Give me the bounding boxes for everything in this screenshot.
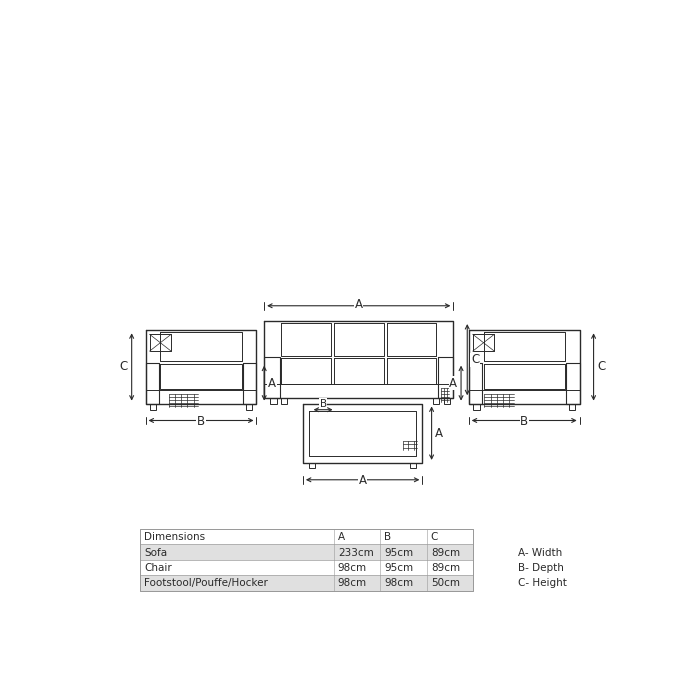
Bar (150, 403, 157, 410)
Text: A: A (435, 427, 443, 440)
Bar (140, 545, 473, 560)
Bar (281, 398, 288, 405)
Text: B: B (384, 532, 391, 542)
Text: A: A (355, 298, 363, 312)
Text: 95cm: 95cm (384, 547, 414, 557)
Text: B: B (197, 415, 205, 428)
Text: C- Height: C- Height (517, 578, 566, 588)
Text: B: B (520, 415, 528, 428)
Text: C: C (430, 532, 438, 542)
Bar (140, 529, 473, 591)
Text: Sofa: Sofa (144, 547, 167, 557)
Bar (433, 398, 440, 405)
Bar (270, 398, 276, 405)
Bar (140, 529, 473, 545)
Text: B- Depth: B- Depth (517, 563, 564, 573)
Text: 95cm: 95cm (384, 563, 414, 573)
Bar (473, 403, 480, 410)
Text: 98cm: 98cm (338, 578, 367, 588)
Text: C: C (471, 354, 479, 366)
Text: Footstool/Pouffe/Hocker: Footstool/Pouffe/Hocker (144, 578, 268, 588)
Text: Dimensions: Dimensions (144, 532, 205, 542)
Bar (140, 575, 473, 591)
Text: 98cm: 98cm (338, 563, 367, 573)
Text: 50cm: 50cm (430, 578, 460, 588)
Bar (444, 398, 450, 405)
Text: 89cm: 89cm (430, 547, 460, 557)
Text: B: B (319, 398, 327, 409)
Text: A: A (268, 377, 276, 390)
Bar (246, 403, 252, 410)
Text: 98cm: 98cm (384, 578, 414, 588)
Text: A: A (338, 532, 345, 542)
Bar (569, 403, 575, 410)
Text: A: A (358, 474, 367, 487)
Text: Chair: Chair (144, 563, 172, 573)
Text: A: A (449, 377, 457, 390)
Text: C: C (120, 360, 128, 374)
Bar (309, 463, 315, 468)
Text: C: C (597, 360, 606, 374)
Bar (410, 463, 416, 468)
Bar (140, 560, 473, 575)
Text: 233cm: 233cm (338, 547, 374, 557)
Text: 89cm: 89cm (430, 563, 460, 573)
Text: A- Width: A- Width (517, 547, 562, 557)
